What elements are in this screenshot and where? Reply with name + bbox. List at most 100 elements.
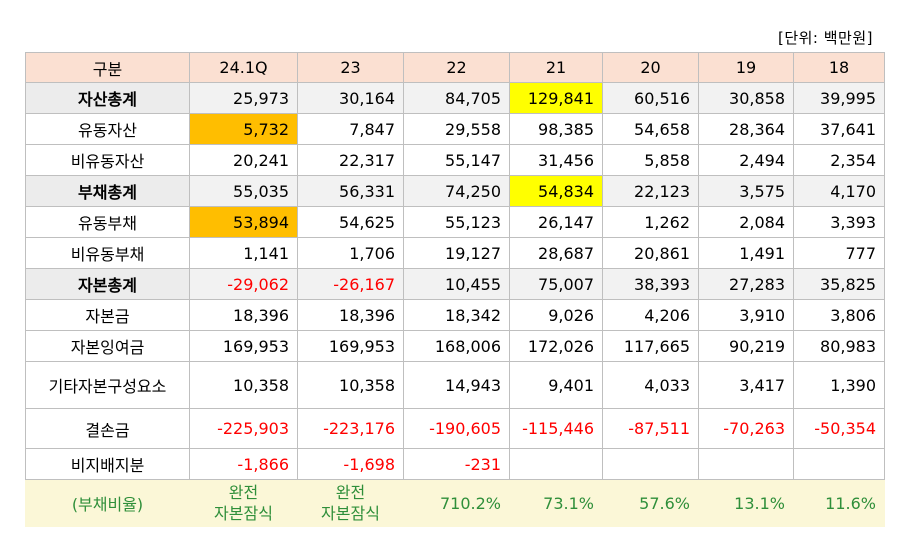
value-cell-empty — [602, 448, 699, 480]
header-cell-18: 18 — [793, 52, 885, 83]
value-cell: 74,250 — [403, 175, 510, 207]
row-label: 결손금 — [25, 408, 190, 449]
value-cell: 1,141 — [189, 237, 298, 269]
financial-table: 구분 24.1Q 23 22 21 20 19 18 자산총계 25,973 3… — [25, 52, 885, 527]
value-cell: 54,658 — [602, 113, 699, 145]
row-capital-stock: 자본금 18,396 18,396 18,342 9,026 4,206 3,9… — [25, 299, 885, 331]
ratio-cell: 57.6% — [602, 479, 699, 527]
value-cell: 28,364 — [698, 113, 794, 145]
value-cell-highlighted: 129,841 — [509, 82, 603, 114]
value-cell: 60,516 — [602, 82, 699, 114]
row-other-equity: 기타자본구성요소 10,358 10,358 14,943 9,401 4,03… — [25, 361, 885, 409]
value-cell: 18,342 — [403, 299, 510, 331]
value-cell: 30,858 — [698, 82, 794, 114]
row-capital-surplus: 자본잉여금 169,953 169,953 168,006 172,026 11… — [25, 330, 885, 362]
value-cell-empty — [509, 448, 603, 480]
value-cell: 777 — [793, 237, 885, 269]
value-cell: 29,558 — [403, 113, 510, 145]
value-cell: 55,035 — [189, 175, 298, 207]
value-cell: 7,847 — [297, 113, 404, 145]
value-cell: 80,983 — [793, 330, 885, 362]
value-cell-negative: -29,062 — [189, 268, 298, 300]
value-cell: 1,390 — [793, 361, 885, 409]
header-cell-23: 23 — [297, 52, 404, 83]
value-cell: 4,170 — [793, 175, 885, 207]
value-cell: 55,147 — [403, 144, 510, 176]
row-non-current-assets: 비유동자산 20,241 22,317 55,147 31,456 5,858 … — [25, 144, 885, 176]
value-cell: 5,858 — [602, 144, 699, 176]
value-cell: 22,123 — [602, 175, 699, 207]
value-cell-negative: -1,698 — [297, 448, 404, 480]
value-cell: 1,262 — [602, 206, 699, 238]
value-cell-negative: -115,446 — [509, 408, 603, 449]
row-label: 자본잉여금 — [25, 330, 190, 362]
value-cell: 54,625 — [297, 206, 404, 238]
header-cell-24-1q: 24.1Q — [189, 52, 298, 83]
row-label: 기타자본구성요소 — [25, 361, 190, 409]
value-cell-negative: -70,263 — [698, 408, 794, 449]
value-cell: 3,575 — [698, 175, 794, 207]
row-total-equity: 자본총계 -29,062 -26,167 10,455 75,007 38,39… — [25, 268, 885, 300]
value-cell: 9,401 — [509, 361, 603, 409]
row-label: 자본금 — [25, 299, 190, 331]
value-cell: 10,358 — [297, 361, 404, 409]
value-cell: 3,417 — [698, 361, 794, 409]
value-cell: 172,026 — [509, 330, 603, 362]
ratio-label: (부채비율) — [25, 479, 190, 527]
row-label: 부채총계 — [25, 175, 190, 207]
row-accumulated-deficit: 결손금 -225,903 -223,176 -190,605 -115,446 … — [25, 408, 885, 449]
ratio-cell: 완전 자본잠식 — [297, 479, 404, 527]
header-cell-21: 21 — [509, 52, 603, 83]
row-current-liabilities: 유동부채 53,894 54,625 55,123 26,147 1,262 2… — [25, 206, 885, 238]
header-cell-22: 22 — [403, 52, 510, 83]
value-cell: 20,241 — [189, 144, 298, 176]
value-cell: 39,995 — [793, 82, 885, 114]
value-cell-negative: -87,511 — [602, 408, 699, 449]
ratio-cell: 완전 자본잠식 — [189, 479, 298, 527]
value-cell: 55,123 — [403, 206, 510, 238]
row-label: 비유동부채 — [25, 237, 190, 269]
ratio-cell: 11.6% — [793, 479, 885, 527]
value-cell: 9,026 — [509, 299, 603, 331]
row-label: 비유동자산 — [25, 144, 190, 176]
value-cell: 10,455 — [403, 268, 510, 300]
ratio-cell: 710.2% — [403, 479, 510, 527]
value-cell-negative: -50,354 — [793, 408, 885, 449]
value-cell: 1,706 — [297, 237, 404, 269]
value-cell: 2,494 — [698, 144, 794, 176]
value-cell-negative: -231 — [403, 448, 510, 480]
value-cell: 18,396 — [297, 299, 404, 331]
row-label: 비지배지분 — [25, 448, 190, 480]
value-cell: 35,825 — [793, 268, 885, 300]
value-cell: 18,396 — [189, 299, 298, 331]
unit-label: [단위: 백만원] — [777, 29, 873, 47]
value-cell: 2,084 — [698, 206, 794, 238]
value-cell: 56,331 — [297, 175, 404, 207]
value-cell: 90,219 — [698, 330, 794, 362]
value-cell-negative: -190,605 — [403, 408, 510, 449]
value-cell-highlighted: 54,834 — [509, 175, 603, 207]
row-label: 자본총계 — [25, 268, 190, 300]
value-cell: 28,687 — [509, 237, 603, 269]
value-cell: 22,317 — [297, 144, 404, 176]
header-cell-category: 구분 — [25, 52, 190, 83]
header-cell-20: 20 — [602, 52, 699, 83]
value-cell: 84,705 — [403, 82, 510, 114]
value-cell: 20,861 — [602, 237, 699, 269]
value-cell: 3,910 — [698, 299, 794, 331]
value-cell: 37,641 — [793, 113, 885, 145]
row-debt-ratio: (부채비율) 완전 자본잠식 완전 자본잠식 710.2% 73.1% 57.6… — [25, 479, 885, 527]
value-cell: 25,973 — [189, 82, 298, 114]
value-cell-empty — [793, 448, 885, 480]
value-cell-negative: -223,176 — [297, 408, 404, 449]
value-cell: 168,006 — [403, 330, 510, 362]
row-label: 유동부채 — [25, 206, 190, 238]
value-cell: 4,206 — [602, 299, 699, 331]
value-cell: 169,953 — [297, 330, 404, 362]
row-label: 유동자산 — [25, 113, 190, 145]
row-current-assets: 유동자산 5,732 7,847 29,558 98,385 54,658 28… — [25, 113, 885, 145]
value-cell: 31,456 — [509, 144, 603, 176]
value-cell: 38,393 — [602, 268, 699, 300]
row-non-current-liabilities: 비유동부채 1,141 1,706 19,127 28,687 20,861 1… — [25, 237, 885, 269]
ratio-cell: 73.1% — [509, 479, 603, 527]
